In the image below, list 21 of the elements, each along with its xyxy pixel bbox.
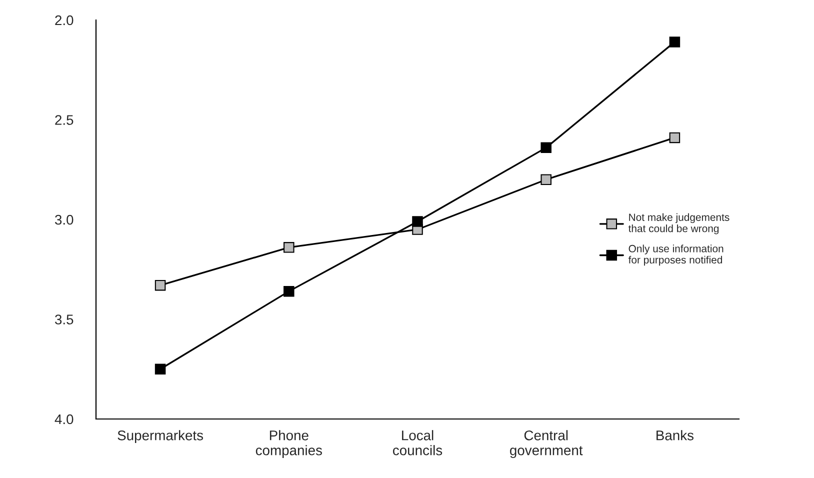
y-tick-label: 2.5 xyxy=(55,115,74,125)
x-tick-label: Supermarkets xyxy=(118,430,204,444)
point xyxy=(284,242,294,253)
x-tick-label: Phone companies xyxy=(256,430,322,458)
point xyxy=(540,142,552,154)
y-tick-label: 3.0 xyxy=(55,214,74,225)
point xyxy=(284,286,294,297)
point xyxy=(669,132,680,144)
y-tick-label: 3.5 xyxy=(55,314,74,324)
y-tick-label: 4.0 xyxy=(54,414,74,424)
x-tick-label: Central government xyxy=(510,430,583,458)
point xyxy=(154,364,166,375)
x-tick-label: Local councils xyxy=(393,430,442,456)
legend-label: Not make judgements that could be wrong xyxy=(628,213,730,234)
point xyxy=(154,280,166,291)
legend-label: Only use information for purposes notified xyxy=(628,244,724,266)
y-tick-label: 2.0 xyxy=(55,15,74,26)
point xyxy=(669,36,680,48)
point xyxy=(540,174,552,185)
point xyxy=(412,216,423,227)
x-tick-label: Banks xyxy=(656,430,694,440)
